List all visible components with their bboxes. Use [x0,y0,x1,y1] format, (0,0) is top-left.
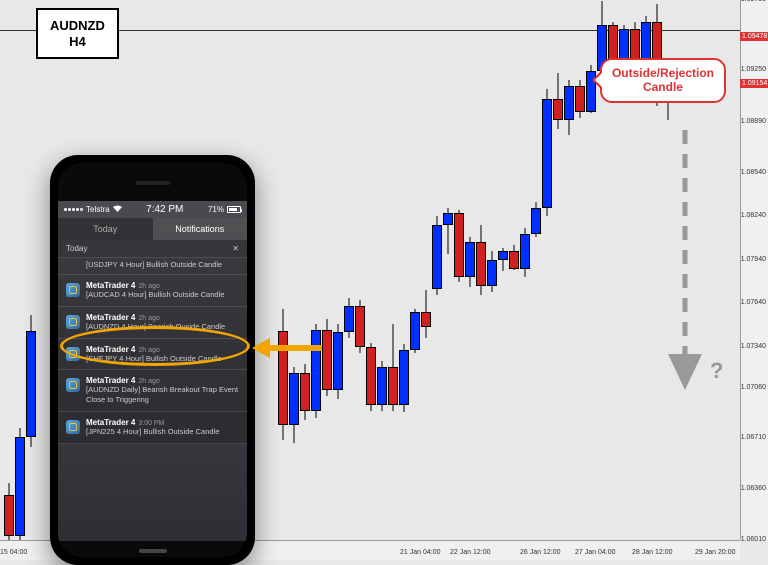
notification-item[interactable]: MetaTrader 42h ago[AUDNZD 4 Hour] Bearis… [58,307,247,339]
app-icon [66,315,80,329]
candle [531,202,541,237]
notification-partial[interactable]: [USDJPY 4 Hour] Bullish Outside Candle [58,258,247,275]
candle [509,245,519,270]
time-axis-label: 29 Jan 20:00 [695,549,735,556]
candle [487,251,497,292]
carrier-label: Telstra [86,205,110,214]
symbol-title-box: AUDNZD H4 [36,8,119,59]
phone-screen: Telstra 7:42 PM 71% Today Notifications [58,201,247,541]
notification-item[interactable]: MetaTrader 42h ago[CHFJPY 4 Hour] Bullis… [58,339,247,371]
candle [432,216,442,294]
candle [344,298,354,339]
chart-container: 1.09730 1.09250 1.08890 1.08540 1.08240 1.079… [0,0,768,560]
battery-percent: 71% [208,205,224,214]
status-time: 7:42 PM [146,204,183,215]
candle [454,210,464,281]
tab-today[interactable]: Today [58,218,153,240]
notification-tabs: Today Notifications [58,218,247,240]
price-axis-label: 1.08240 [741,212,766,219]
price-axis-highlight: 1.09154 [740,79,768,88]
section-title: Today [66,244,87,253]
time-axis-label: 21 Jan 04:00 [400,549,440,556]
phone-status-bar: Telstra 7:42 PM 71% [58,201,247,218]
notification-section-header: Today ✕ [58,240,247,258]
candle [410,309,420,353]
notification-list: MetaTrader 42h ago[AUDCAD 4 Hour] Bullis… [58,275,247,444]
phone-home-indicator [139,549,167,553]
notification-body: [JPN225 4 Hour] Bullish Outside Candle [86,427,239,437]
time-axis-label: 22 Jan 12:00 [450,549,490,556]
price-axis-label: 1.07340 [741,343,766,350]
candle [26,315,36,447]
candle [377,361,387,410]
candle [498,248,508,271]
price-axis-label: 1.08540 [741,169,766,176]
notification-item[interactable]: MetaTrader 42h ago[AUDCAD 4 Hour] Bullis… [58,275,247,307]
time-axis-label: 15 04:00 [0,549,27,556]
candle [399,344,409,412]
notification-title: MetaTrader 43:00 PM [86,418,239,427]
battery-icon [227,206,241,213]
callout-line2: Candle [612,80,714,94]
price-axis-label: 1.08890 [741,118,766,125]
candle [289,367,299,442]
price-axis-label: 1.07640 [741,299,766,306]
candle [564,80,574,135]
app-icon [66,347,80,361]
price-axis-label: 1.06710 [741,434,766,441]
notification-item[interactable]: MetaTrader 42h ago[AUDNZD Daily] Bearish… [58,370,247,412]
notification-body: [CHFJPY 4 Hour] Bullish Outside Candle [86,354,239,364]
price-axis: 1.09730 1.09250 1.08890 1.08540 1.08240 1.079… [740,0,768,540]
price-axis-label: 1.07940 [741,256,766,263]
candle [4,483,14,541]
candle [388,324,398,411]
notification-title: MetaTrader 42h ago [86,281,239,290]
signal-dots-icon [64,208,83,211]
candle [520,228,530,277]
wifi-icon [113,205,122,214]
time-axis-label: 26 Jan 12:00 [520,549,560,556]
highlight-arrow [252,338,322,358]
price-axis-label: 1.09250 [741,66,766,73]
price-axis-label: 1.09730 [741,0,766,3]
candle [421,290,431,338]
tab-notifications[interactable]: Notifications [153,218,248,240]
price-axis-label: 1.06010 [741,536,766,543]
candle [366,343,376,411]
notification-title: MetaTrader 42h ago [86,313,239,322]
time-axis-label: 28 Jan 12:00 [632,549,672,556]
notification-body: [AUDCAD 4 Hour] Bullish Outside Candle [86,290,239,300]
timeframe: H4 [50,34,105,50]
notification-body: [AUDNZD Daily] Bearish Breakout Trap Eve… [86,385,239,405]
price-axis-highlight: 1.09478 [740,32,768,41]
candle [542,89,552,217]
annotation-callout: Outside/Rejection Candle [600,58,726,103]
notification-body: [AUDNZD 4 Hour] Bearish Ouside Candle [86,322,239,332]
notification-title: MetaTrader 42h ago [86,376,239,385]
app-icon [66,283,80,297]
candle [300,364,310,419]
price-axis-label: 1.06360 [741,485,766,492]
candle [476,225,486,295]
candle [322,319,332,396]
question-mark: ? [710,358,723,384]
phone-mockup: Telstra 7:42 PM 71% Today Notifications [50,155,255,565]
notification-title: MetaTrader 42h ago [86,345,239,354]
candle [15,428,25,544]
price-axis-label: 1.07060 [741,384,766,391]
candle [443,208,453,254]
candle [278,309,288,440]
clear-icon[interactable]: ✕ [232,244,239,253]
symbol-name: AUDNZD [50,18,105,34]
app-icon [66,420,80,434]
candle [553,73,563,130]
notification-item[interactable]: MetaTrader 43:00 PM[JPN225 4 Hour] Bulli… [58,412,247,444]
callout-line1: Outside/Rejection [612,66,714,80]
candle [465,237,475,288]
time-axis-label: 27 Jan 04:00 [575,549,615,556]
candle [355,300,365,352]
app-icon [66,378,80,392]
candle [333,324,343,399]
phone-speaker [136,181,170,185]
